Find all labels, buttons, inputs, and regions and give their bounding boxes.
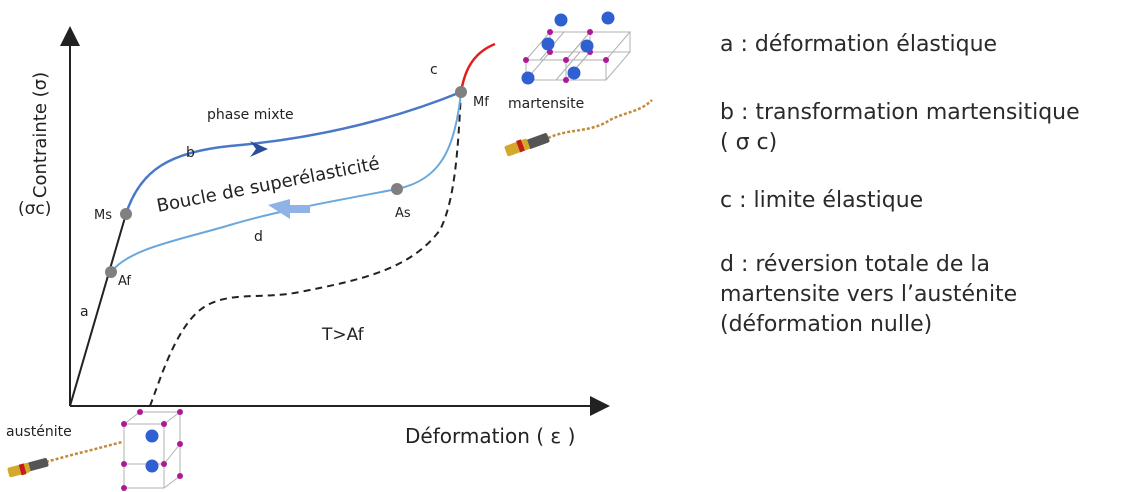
legend-item-a: a : déformation élastique — [720, 30, 1120, 60]
label-mf: Mf — [473, 95, 489, 110]
sigma-c-label: (σc) — [18, 199, 51, 219]
loading-curve — [124, 90, 462, 215]
legend-c-text: c : limite élastique — [720, 188, 924, 213]
segment-c-label: c — [430, 62, 438, 78]
temperature-label: T>Af — [321, 325, 365, 345]
unloading-curve — [110, 91, 462, 273]
unloading-direction-arrow — [268, 199, 310, 219]
segment-d-label: d — [254, 229, 263, 245]
segment-a-line — [69, 213, 127, 407]
legend-b-sigma: ( σ c) — [720, 130, 778, 155]
martensite-label: martensite — [508, 96, 584, 112]
martensite-crystal-icon — [521, 11, 632, 85]
legend-a-text: a : déformation élastique — [720, 32, 998, 57]
point-ms — [120, 208, 132, 220]
legend-d-text-1: d : réversion totale de la — [720, 252, 990, 277]
y-axis-label: Contrainte (σ) — [30, 72, 51, 198]
label-as: As — [395, 206, 411, 221]
segment-b-label: b — [186, 145, 195, 161]
point-mf — [455, 86, 467, 98]
segment-a-label: a — [80, 304, 89, 320]
label-af: Af — [118, 274, 131, 289]
austenite-file-icon — [7, 440, 123, 478]
austenite-crystal-icon — [121, 409, 183, 491]
dashed-curve — [149, 91, 462, 407]
x-axis-label: Déformation ( ε ) — [405, 424, 575, 448]
phase-mixte-label: phase mixte — [207, 107, 294, 123]
legend-d-text-3: (déformation nulle) — [720, 312, 933, 337]
superelasticity-loop-label: Boucle de superélasticité — [155, 153, 381, 217]
legend-item-d: d : réversion totale de la martensite ve… — [720, 250, 1120, 340]
legend-d-text-2: martensite vers l’austénite — [720, 282, 1018, 307]
loading-direction-arrow — [250, 141, 268, 157]
martensite-file-icon — [504, 99, 653, 157]
point-as — [391, 183, 403, 195]
segment-c-curve — [459, 42, 496, 93]
point-af — [105, 266, 117, 278]
legend-item-b: b : transformation martensitique ( σ c) — [720, 98, 1120, 158]
legend-b-text: b : transformation martensitique — [720, 100, 1080, 125]
austenite-label: austénite — [6, 424, 72, 440]
legend-item-c: c : limite élastique — [720, 186, 1120, 216]
label-ms: Ms — [94, 208, 112, 223]
